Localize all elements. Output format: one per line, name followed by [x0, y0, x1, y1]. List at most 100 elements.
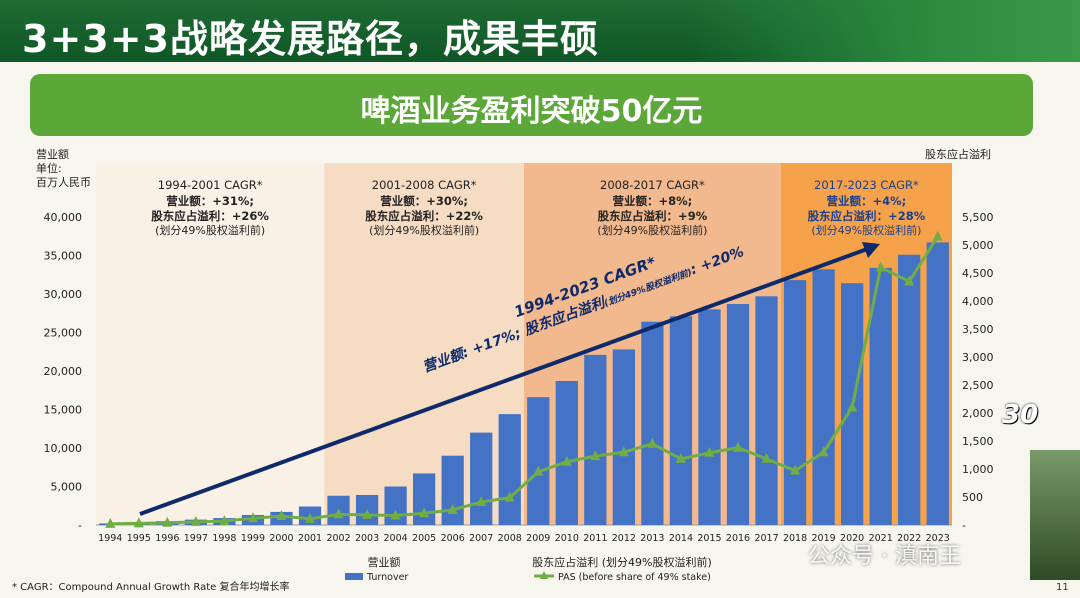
- turnover-bar-2010: [555, 381, 578, 525]
- turnover-bar-2023: [926, 242, 949, 525]
- turnover-bar-2015: [698, 309, 721, 525]
- pas-point-2015: [704, 446, 715, 457]
- legend-pas-en: PAS (before share of 49% stake): [558, 572, 711, 583]
- x-tick-2014: 2014: [669, 533, 693, 544]
- x-tick-1996: 1996: [155, 533, 179, 544]
- cagr-arrow-shaft: [139, 246, 871, 516]
- period-2-turnover-cagr: 营业额：+30%;: [380, 194, 468, 208]
- pas-point-2005: [419, 507, 430, 518]
- pas-point-1999: [247, 512, 258, 523]
- x-tick-1998: 1998: [212, 533, 236, 544]
- pas-point-2012: [618, 446, 629, 457]
- pas-point-2008: [504, 491, 515, 502]
- right-axis-tick: 1,000: [962, 463, 994, 476]
- right-axis-tick: -: [962, 519, 966, 532]
- left-axis-tick: 10,000: [44, 442, 83, 455]
- pas-point-2021: [875, 261, 886, 272]
- pas-point-2018: [790, 464, 801, 475]
- pas-point-1996: [162, 516, 173, 527]
- x-tick-2011: 2011: [583, 533, 607, 544]
- left-axis-tick: 30,000: [44, 288, 83, 301]
- turnover-bar-2022: [898, 254, 921, 526]
- x-tick-2020: 2020: [840, 533, 864, 544]
- slide-title: 3+3+3战略发展路径，成果丰硕: [22, 17, 600, 61]
- left-axis-tick: 25,000: [44, 327, 83, 340]
- period-1-note: (划分49%股权溢利前): [155, 223, 265, 237]
- cagr-arrow-head: [862, 242, 880, 258]
- x-tick-2013: 2013: [640, 533, 664, 544]
- x-tick-2006: 2006: [441, 533, 465, 544]
- pas-point-2016: [733, 441, 743, 452]
- x-tick-2018: 2018: [783, 533, 807, 544]
- header-bar: 3+3+3战略发展路径，成果丰硕: [0, 0, 1080, 62]
- pas-point-1998: [219, 515, 230, 526]
- x-tick-2009: 2009: [526, 533, 550, 544]
- pas-point-2007: [476, 496, 487, 507]
- right-axis-tick: 500: [962, 491, 983, 504]
- right-axis-tick: 2,500: [962, 379, 994, 392]
- left-axis-tick: -: [78, 519, 82, 532]
- turnover-bar-2005: [413, 473, 436, 525]
- x-tick-1999: 1999: [241, 533, 265, 544]
- pas-point-2020: [847, 401, 858, 412]
- pas-point-1997: [190, 515, 201, 526]
- period-2-pas-cagr: 股东应占溢利：+22%: [365, 209, 483, 223]
- right-axis-tick: 5,500: [962, 211, 994, 224]
- period-2-note: (划分49%股权溢利前): [369, 223, 479, 237]
- pas-point-2013: [647, 437, 658, 448]
- footnote: * CAGR：Compound Annual Growth Rate 复合年均增…: [12, 582, 290, 593]
- x-tick-2012: 2012: [612, 533, 636, 544]
- x-tick-2008: 2008: [498, 533, 522, 544]
- left-axis-tick: 15,000: [44, 404, 83, 417]
- x-tick-2023: 2023: [926, 533, 950, 544]
- anniversary-logo: 30: [1002, 400, 1039, 430]
- right-axis-tick: 4,500: [962, 267, 994, 280]
- right-axis-tick: 3,500: [962, 323, 994, 336]
- period-3-pas-cagr: 股东应占溢利：+9%: [598, 209, 708, 223]
- legend-turnover-cn: 营业额: [368, 555, 401, 569]
- x-tick-2010: 2010: [555, 533, 579, 544]
- pas-point-1995: [133, 517, 144, 528]
- pas-point-2004: [390, 509, 401, 520]
- turnover-bar-2006: [441, 455, 464, 525]
- x-tick-1995: 1995: [127, 533, 151, 544]
- turnover-bar-2014: [669, 316, 693, 525]
- x-tick-2004: 2004: [384, 533, 408, 544]
- period-4-title: 2017-2023 CAGR*: [814, 178, 919, 192]
- pas-point-2011: [590, 450, 601, 461]
- turnover-bar-2018: [783, 280, 807, 525]
- pas-point-2003: [362, 508, 373, 519]
- pas-point-2017: [761, 452, 772, 463]
- side-photo: [1030, 450, 1080, 580]
- right-axis-tick: 4,000: [962, 295, 994, 308]
- turnover-bar-2008: [498, 414, 521, 525]
- watermark: 公众号 · 滇南王: [808, 544, 961, 569]
- pas-point-2019: [818, 446, 829, 457]
- right-axis-tick: 1,500: [962, 435, 994, 448]
- turnover-bar-2013: [641, 321, 664, 525]
- right-axis-title: 股东应占溢利: [925, 148, 991, 161]
- turnover-bar-2021: [869, 267, 892, 525]
- pas-line: [110, 235, 939, 526]
- legend-turnover-swatch: [345, 573, 363, 580]
- pas-point-1994: [105, 517, 116, 528]
- left-axis-tick: 35,000: [44, 250, 83, 263]
- x-tick-2019: 2019: [812, 533, 836, 544]
- turnover-bar-2012: [612, 349, 635, 525]
- page-number: 11: [1056, 582, 1069, 593]
- period-3-note: (划分49%股权溢利前): [597, 223, 707, 237]
- pas-point-2023: [932, 230, 943, 241]
- period-1-pas-cagr: 股东应占溢利：+26%: [151, 209, 269, 223]
- pas-point-2014: [675, 452, 686, 463]
- period-4-pas-cagr: 股东应占溢利：+28%: [808, 209, 926, 223]
- x-tick-2001: 2001: [298, 533, 322, 544]
- pas-point-2000: [276, 510, 287, 521]
- left-axis-unit-label: 单位:: [36, 162, 62, 175]
- period-4-turnover-cagr: 营业额：+4%;: [827, 194, 907, 208]
- x-tick-2021: 2021: [869, 533, 893, 544]
- turnover-bar-2011: [584, 354, 607, 525]
- x-tick-2002: 2002: [326, 533, 350, 544]
- x-tick-2015: 2015: [697, 533, 721, 544]
- headline-banner: 啤酒业务盈利突破50亿元: [30, 74, 1033, 136]
